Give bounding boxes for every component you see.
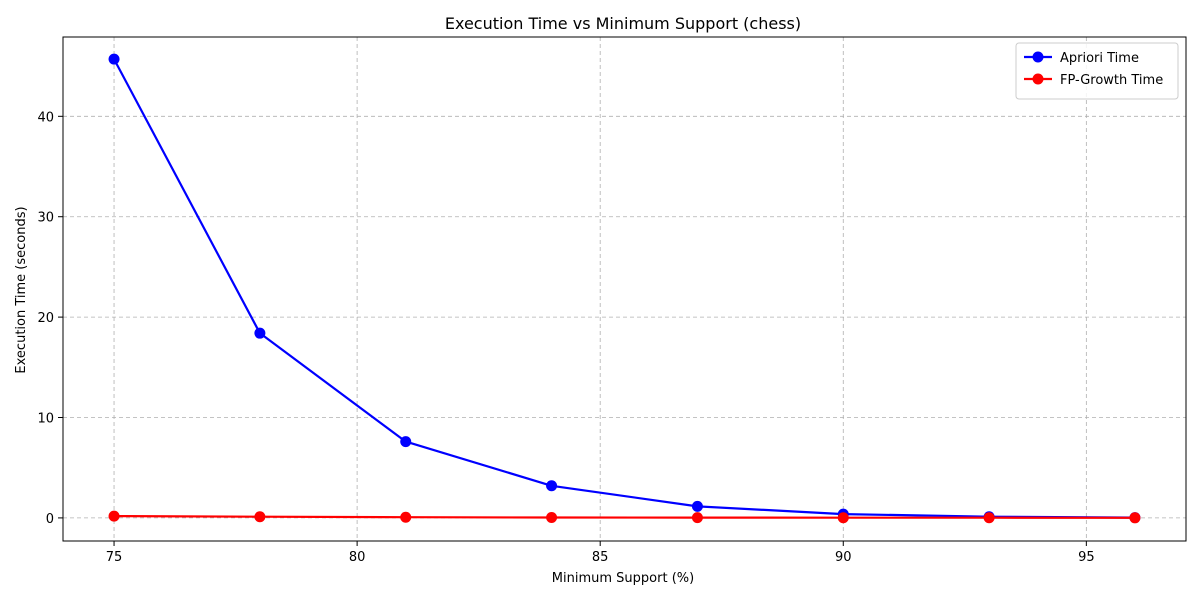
data-point [1129,512,1141,524]
series-line [113,58,1135,519]
y-tick-label: 30 [37,211,54,226]
plot-frame [62,36,1187,542]
data-point [254,511,266,523]
legend-label: FP-Growth Time [1060,73,1163,88]
series-2 [108,510,1141,524]
x-axis-label: Minimum Support (%) [552,571,694,586]
data-point [837,512,849,524]
data-point [546,480,558,492]
data-point [691,500,703,512]
legend-label: Apriori Time [1060,51,1139,66]
plot-series [108,53,1141,524]
y-tick-label: 10 [37,412,54,427]
x-tick-label: 85 [592,550,609,565]
data-point [983,512,995,524]
y-tick-label: 20 [37,311,54,326]
legend-marker [1032,73,1044,85]
legend: Apriori Time FP-Growth Time [1015,42,1179,100]
series-1 [108,53,1141,524]
grid [63,37,1186,541]
chart-title: Execution Time vs Minimum Support (chess… [445,14,801,33]
legend-item: FP-Growth Time [1024,73,1163,88]
series-line [114,515,1135,519]
data-point [400,436,412,448]
x-tick-label: 90 [835,550,852,565]
axis-ticks: 75 80 85 90 95 0 10 20 30 40 [37,110,1094,565]
data-point [400,511,412,523]
data-point [108,53,120,65]
data-point [546,512,558,524]
y-tick-label: 0 [46,512,54,527]
x-tick-label: 80 [349,550,366,565]
legend-marker [1032,51,1044,63]
data-point [108,510,120,522]
x-tick-label: 75 [106,550,123,565]
y-tick-label: 40 [37,110,54,125]
x-tick-label: 95 [1078,550,1095,565]
legend-box [1015,42,1179,100]
y-axis-label: Execution Time (seconds) [14,206,29,373]
data-point [254,327,266,339]
legend-item: Apriori Time [1024,51,1139,66]
data-point [691,512,703,524]
